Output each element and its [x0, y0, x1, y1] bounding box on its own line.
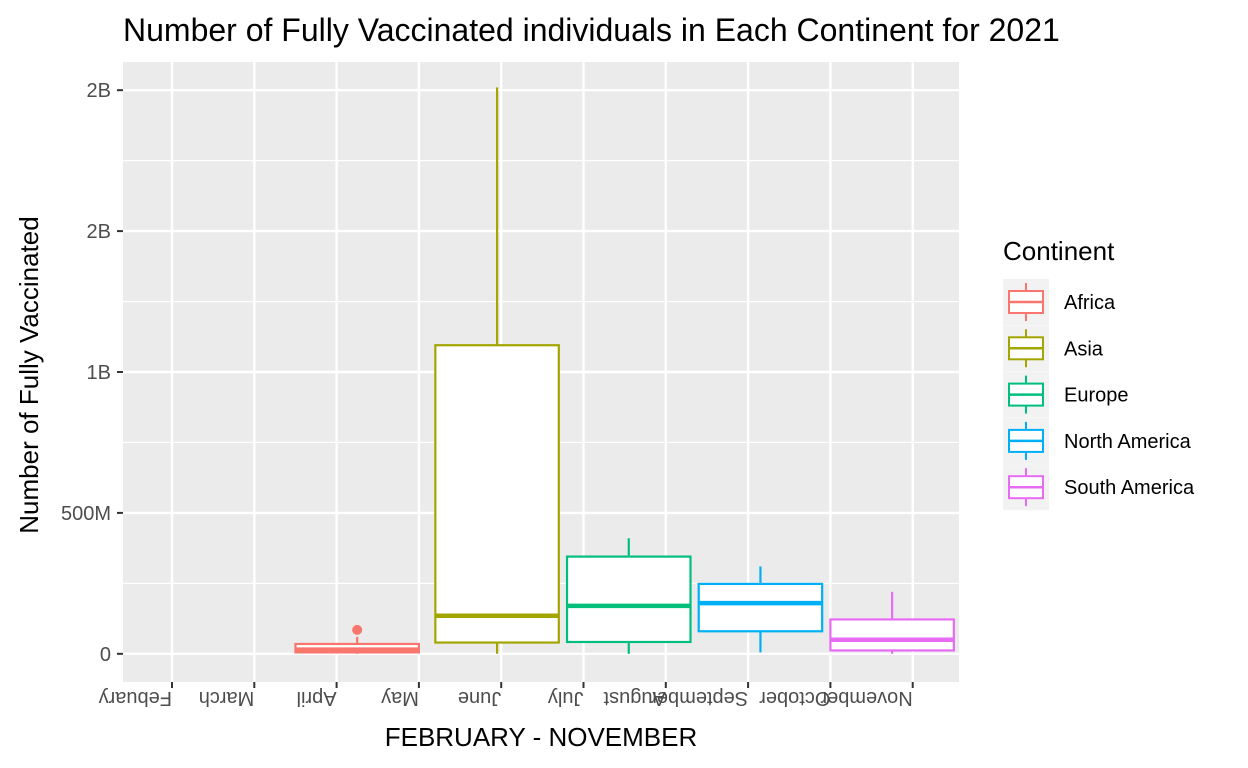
box-iqr: [829, 618, 955, 652]
legend-label: Europe: [1064, 385, 1129, 407]
box-iqr: [434, 344, 560, 644]
y-tick-label: 1B: [87, 362, 111, 384]
chart-title: Number of Fully Vaccinated individuals i…: [123, 12, 1060, 48]
box-iqr: [697, 582, 824, 633]
x-tick-label: June: [458, 687, 501, 709]
y-tick-label: 0: [100, 644, 111, 666]
legend-label: South America: [1064, 477, 1195, 499]
x-tick-label: March: [199, 687, 255, 709]
x-tick-label: November: [820, 687, 913, 709]
legend-label: Asia: [1064, 338, 1104, 360]
y-axis: 0 500M 1B 2B 2B: [61, 80, 123, 666]
box-europe: [565, 538, 692, 654]
legend-item-north-america: North America: [1003, 417, 1192, 464]
box-asia: [434, 87, 560, 654]
box-iqr: [565, 555, 692, 644]
x-tick-label: May: [381, 687, 419, 709]
x-tick-label: April: [297, 687, 337, 709]
x-tick-label: October: [759, 687, 830, 709]
y-tick-label: 2B: [87, 221, 111, 243]
y-axis-title: Number of Fully Vaccinated: [14, 216, 44, 533]
x-axis: Febuary March April May June July AugustSeptem…: [99, 682, 914, 709]
box-africa: [294, 624, 421, 654]
y-tick-label: 500M: [61, 503, 111, 525]
outlier-point: [352, 624, 363, 635]
legend-item-europe: Europe: [1003, 371, 1129, 418]
box-north-america: [697, 566, 824, 653]
legend-label: Africa: [1064, 292, 1116, 314]
legend-item-asia: Asia: [1003, 325, 1104, 372]
box-series: [294, 87, 955, 654]
box-south-america: [829, 591, 955, 654]
x-tick-label: September: [650, 687, 748, 709]
legend-title: Continent: [1003, 236, 1115, 266]
y-tick-label: 2B: [87, 80, 111, 102]
legend-items: Africa Asia Europe North America South Ameri…: [1003, 279, 1195, 511]
x-tick-label: July: [548, 687, 584, 709]
legend-item-africa: Africa: [1003, 279, 1116, 325]
legend-label: North America: [1064, 431, 1192, 453]
x-axis-title: FEBRUARY - NOVEMBER: [385, 722, 698, 752]
x-tick-label: Febuary: [99, 687, 172, 709]
x-tick-label: August: [603, 687, 666, 709]
legend: Continent Africa Asia Europe North America S…: [1003, 236, 1195, 511]
legend-item-south-america: South America: [1003, 464, 1195, 511]
